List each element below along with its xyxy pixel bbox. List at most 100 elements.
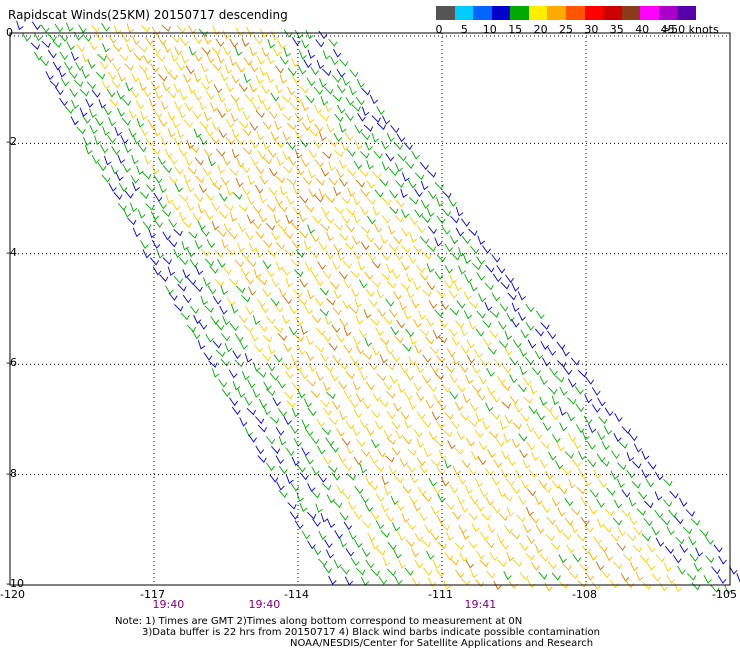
- wind-barb: [124, 63, 134, 71]
- wind-barb: [452, 466, 461, 476]
- wind-barb: [301, 158, 310, 168]
- wind-barb: [646, 562, 656, 571]
- wind-barb: [689, 553, 699, 562]
- wind-barb: [117, 72, 126, 82]
- wind-barb: [185, 65, 195, 75]
- wind-barb: [289, 305, 298, 315]
- wind-barb: [339, 58, 349, 67]
- wind-barb: [271, 231, 280, 241]
- wind-barb: [131, 154, 139, 165]
- wind-barb: [150, 257, 160, 266]
- wind-barb: [450, 420, 460, 429]
- wind-barb: [393, 402, 402, 412]
- wind-barb: [278, 204, 288, 213]
- wind-barb: [395, 199, 405, 208]
- wind-barb: [320, 512, 329, 523]
- wind-barb: [186, 248, 195, 258]
- wind-barb: [436, 420, 445, 430]
- wind-barb: [353, 510, 363, 520]
- wind-barb: [242, 128, 252, 137]
- latitude-tick-label: -8: [6, 466, 17, 480]
- wind-barb: [475, 579, 485, 587]
- wind-barb: [460, 503, 469, 513]
- wind-barb: [219, 192, 228, 202]
- wind-barb: [416, 438, 425, 448]
- wind-barb: [324, 86, 334, 95]
- wind-barb: [296, 492, 304, 502]
- wind-barb: [205, 74, 213, 84]
- wind-barb: [278, 489, 288, 498]
- wind-barb: [318, 241, 328, 251]
- wind-barb: [220, 333, 230, 342]
- wind-barb: [189, 305, 199, 314]
- wind-barb: [243, 57, 253, 66]
- wind-barb: [372, 206, 381, 216]
- wind-barb: [292, 185, 301, 195]
- wind-barb: [551, 572, 561, 581]
- wind-barb: [279, 74, 288, 84]
- wind-barb: [534, 328, 544, 337]
- wind-barb: [555, 524, 564, 534]
- wind-barb: [448, 290, 458, 299]
- wind-barb: [564, 451, 574, 459]
- wind-barb: [366, 179, 375, 189]
- wind-barb: [580, 517, 590, 526]
- wind-barb: [399, 300, 407, 311]
- wind-barb: [420, 199, 430, 209]
- wind-barb: [359, 279, 368, 289]
- wind-barb: [536, 411, 545, 421]
- wind-barb: [559, 422, 568, 432]
- wind-barb: [121, 117, 131, 126]
- wind-barb: [294, 361, 303, 372]
- wind-barb: [333, 186, 341, 197]
- wind-barb: [365, 233, 375, 243]
- wind-barb: [205, 258, 215, 267]
- wind-barb: [353, 160, 363, 170]
- wind-barb: [512, 559, 523, 567]
- wind-barb: [214, 279, 224, 287]
- wind-barb: [151, 165, 160, 174]
- wind-barb: [170, 35, 181, 43]
- longitude-tick-label: -108: [572, 588, 597, 601]
- wind-barb: [525, 322, 535, 331]
- wind-barb: [500, 281, 510, 290]
- wind-barb: [493, 459, 502, 468]
- wind-barb: [382, 115, 391, 125]
- wind-barb: [527, 579, 536, 589]
- wind-barb: [121, 98, 132, 106]
- wind-barb: [520, 479, 529, 489]
- wind-barb: [325, 195, 335, 204]
- wind-barb: [255, 74, 264, 85]
- wind-barb: [301, 101, 309, 111]
- wind-barb: [536, 310, 545, 320]
- wind-barb: [610, 579, 619, 589]
- wind-barb: [76, 126, 86, 135]
- wind-barb: [211, 121, 221, 131]
- wind-barb: [431, 411, 440, 421]
- wind-barb: [491, 394, 501, 403]
- wind-barb: [326, 298, 336, 306]
- wind-barb: [561, 347, 570, 357]
- wind-barb: [353, 456, 363, 466]
- wind-barb: [34, 51, 43, 61]
- wind-barb: [177, 283, 187, 292]
- wind-barb: [526, 423, 535, 433]
- wind-barb: [503, 433, 511, 443]
- wind-barb: [211, 368, 220, 378]
- wind-barb: [161, 209, 172, 217]
- wind-barb: [539, 396, 548, 406]
- wind-barb: [301, 447, 310, 457]
- wind-barb: [283, 231, 294, 239]
- wind-barb: [118, 183, 128, 192]
- wind-barb: [220, 177, 230, 186]
- wind-barb: [404, 419, 412, 429]
- wind-barb: [409, 197, 419, 205]
- wind-barb: [501, 401, 511, 409]
- wind-barb: [315, 39, 325, 48]
- wind-barb: [228, 369, 238, 379]
- wind-barb: [291, 57, 300, 68]
- wind-barb: [108, 35, 117, 44]
- wind-barb: [710, 584, 720, 593]
- wind-barb: [426, 207, 435, 217]
- wind-barb: [247, 259, 257, 268]
